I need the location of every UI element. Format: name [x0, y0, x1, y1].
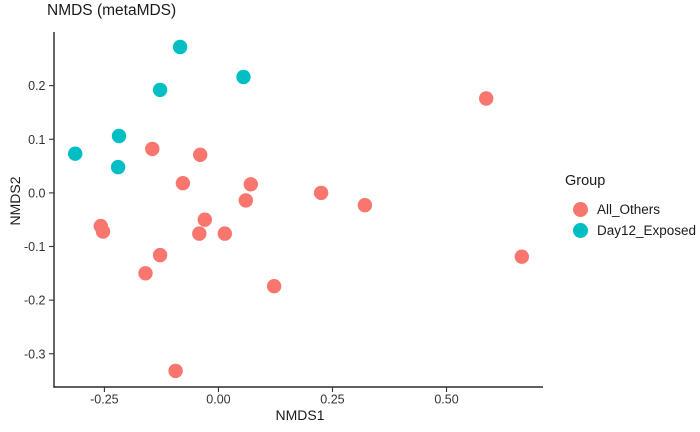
x-tick-label: -0.25	[90, 393, 119, 407]
data-point-all_others	[479, 91, 494, 106]
legend-item-label: All_Others	[597, 202, 661, 217]
data-point-day12_exposed	[152, 82, 168, 98]
data-point-all_others	[266, 279, 282, 294]
data-point-all_others	[193, 147, 208, 162]
legend-item-all-others: All_Others	[563, 199, 696, 220]
y-tick-label: 0.1	[28, 133, 45, 147]
legend-item-day12-exposed: Day12_Exposed	[563, 220, 696, 241]
data-point-all_others	[95, 224, 111, 239]
plot-title: NMDS (metaMDS)	[47, 2, 177, 19]
data-point-day12_exposed	[172, 39, 188, 55]
data-point-day12_exposed	[110, 159, 126, 175]
legend: Group All_Others Day12_Exposed	[563, 173, 696, 241]
x-tick-label: 0.50	[434, 393, 458, 407]
y-axis-title: NMDS2	[7, 176, 23, 226]
data-point-all_others	[217, 226, 232, 241]
legend-item-label: Day12_Exposed	[597, 223, 697, 238]
data-point-day12_exposed	[111, 128, 127, 144]
y-tick-label: -0.1	[24, 240, 46, 254]
y-tick-label: -0.2	[24, 294, 46, 308]
data-point-all_others	[238, 193, 253, 208]
x-tick-label: 0.25	[320, 393, 344, 407]
data-point-all_others	[138, 266, 153, 281]
legend-title: Group	[565, 173, 606, 189]
data-point-all_others	[175, 176, 191, 191]
y-tick-label: 0.2	[28, 79, 45, 93]
data-point-all_others	[197, 212, 212, 227]
data-point-all_others	[192, 226, 207, 241]
data-point-all_others	[514, 249, 529, 264]
data-point-all_others	[313, 185, 329, 201]
y-tick-label: -0.3	[24, 347, 46, 361]
data-point-all_others	[152, 247, 168, 263]
y-tick-label: 0.0	[28, 186, 45, 200]
data-point-all_others	[357, 198, 373, 213]
legend-point-swatch-icon	[573, 223, 588, 238]
legend-point-swatch-icon	[573, 202, 588, 217]
data-point-all_others	[145, 141, 160, 157]
data-point-day12_exposed	[68, 146, 83, 161]
data-point-all_others	[243, 177, 258, 192]
data-point-day12_exposed	[236, 69, 251, 85]
data-point-all_others	[168, 363, 183, 379]
x-tick-label: 0.00	[206, 393, 230, 407]
x-axis-title: NMDS1	[275, 407, 325, 423]
